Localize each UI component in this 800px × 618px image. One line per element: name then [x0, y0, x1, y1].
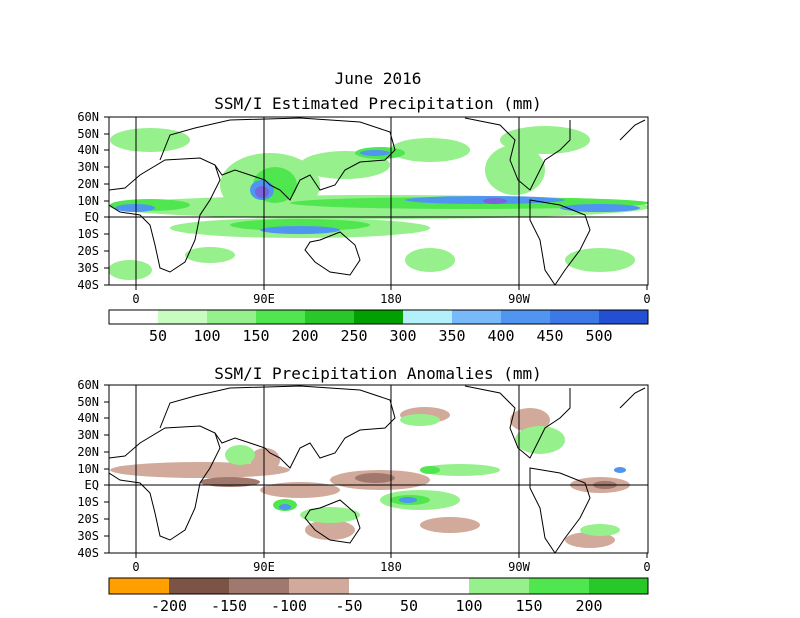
colorbar-label: 100 — [193, 327, 221, 345]
lat-label: 40N — [77, 411, 99, 425]
lat-label: 30S — [77, 529, 99, 543]
colorbar-swatch — [589, 578, 648, 594]
lat-label: 10S — [77, 495, 99, 509]
precip-coastlines — [109, 117, 646, 285]
lat-label: 40N — [77, 143, 99, 157]
lat-label: 60N — [77, 378, 99, 392]
colorbar-label: 50 — [399, 597, 419, 615]
lat-label: 50N — [77, 395, 99, 409]
colorbar-swatch — [501, 310, 550, 324]
colorbar-label: 400 — [487, 327, 515, 345]
colorbar-swatch — [452, 310, 501, 324]
anomaly-map — [104, 384, 649, 595]
lat-label: 30S — [77, 261, 99, 275]
lon-label: 90W — [508, 292, 530, 306]
colorbar-label: -100 — [270, 597, 308, 615]
colorbar-swatch — [289, 578, 349, 594]
anomaly-ticks — [104, 384, 648, 558]
month-title: June 2016 — [334, 69, 422, 88]
lat-label: 10N — [77, 194, 99, 208]
colorbar-swatch — [403, 310, 452, 324]
colorbar-swatch — [305, 310, 354, 324]
lat-label: 60N — [77, 110, 99, 124]
lat-label: EQ — [84, 210, 99, 224]
anomaly-colorbar — [108, 577, 649, 595]
lat-label: 40S — [77, 546, 99, 560]
anomaly-map-title: SSM/I Precipitation Anomalies (mm) — [214, 364, 542, 383]
precip-gridlines — [109, 117, 648, 285]
lon-label: 90W — [508, 560, 530, 574]
lat-label: 20N — [77, 177, 99, 191]
colorbar-label: 200 — [291, 327, 319, 345]
lat-label: 20N — [77, 445, 99, 459]
colorbar-label: -50 — [335, 597, 363, 615]
colorbar-swatch — [109, 310, 158, 324]
colorbar-label: 300 — [389, 327, 417, 345]
precip-map — [104, 116, 649, 325]
colorbar-swatch — [207, 310, 256, 324]
colorbar-swatch — [349, 578, 409, 594]
colorbar-label: 200 — [575, 597, 603, 615]
colorbar-swatch — [550, 310, 599, 324]
colorbar-label: -200 — [150, 597, 188, 615]
colorbar-swatch — [469, 578, 529, 594]
lat-label: EQ — [84, 478, 99, 492]
lat-label: 50N — [77, 127, 99, 141]
colorbar-swatch — [109, 578, 169, 594]
colorbar-label: 450 — [536, 327, 564, 345]
colorbar-swatch — [256, 310, 305, 324]
colorbar-label: 350 — [438, 327, 466, 345]
lon-label: 0 — [643, 560, 651, 574]
precip-field — [109, 126, 648, 280]
lon-label: 90E — [253, 560, 275, 574]
colorbar-label: 50 — [148, 327, 168, 345]
precip-ticks — [104, 116, 648, 290]
lon-label: 180 — [380, 560, 402, 574]
colorbar-label: 100 — [455, 597, 483, 615]
lon-label: 180 — [380, 292, 402, 306]
anomaly-field — [110, 407, 630, 548]
lat-label: 20S — [77, 244, 99, 258]
colorbar-swatch — [409, 578, 469, 594]
lat-label: 30N — [77, 428, 99, 442]
colorbar-label: 250 — [340, 327, 368, 345]
lat-label: 30N — [77, 160, 99, 174]
colorbar-swatch — [354, 310, 403, 324]
colorbar-label: -150 — [210, 597, 248, 615]
anomaly-gridlines — [109, 385, 648, 553]
colorbar-label: 150 — [515, 597, 543, 615]
colorbar-label: 150 — [242, 327, 270, 345]
lat-label: 20S — [77, 512, 99, 526]
lat-label: 10S — [77, 227, 99, 241]
precip-colorbar — [108, 309, 649, 325]
lat-label: 40S — [77, 278, 99, 292]
lon-label: 0 — [132, 292, 140, 306]
anomaly-coastlines — [109, 385, 646, 553]
lat-label: 10N — [77, 462, 99, 476]
precip-map-title: SSM/I Estimated Precipitation (mm) — [214, 94, 542, 113]
lon-label: 0 — [643, 292, 651, 306]
lon-label: 90E — [253, 292, 275, 306]
colorbar-swatch — [529, 578, 589, 594]
colorbar-swatch — [229, 578, 289, 594]
colorbar-swatch — [169, 578, 229, 594]
colorbar-label: 500 — [585, 327, 613, 345]
lon-label: 0 — [132, 560, 140, 574]
colorbar-swatch — [599, 310, 648, 324]
colorbar-swatch — [158, 310, 207, 324]
